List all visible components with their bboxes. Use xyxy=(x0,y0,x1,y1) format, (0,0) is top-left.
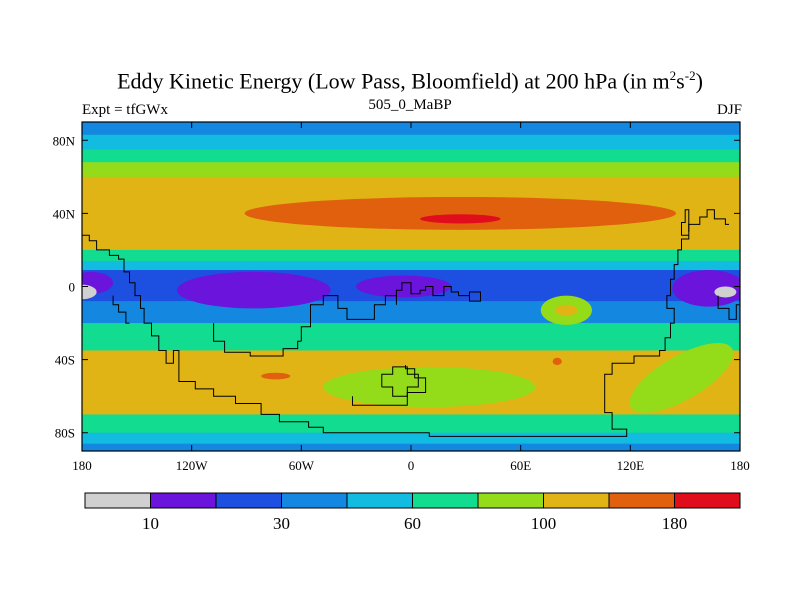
coastline-7 xyxy=(112,295,130,324)
x-tick-label-3: 0 xyxy=(408,458,415,473)
coastline-3 xyxy=(381,366,419,397)
lat-band-5 xyxy=(82,249,740,262)
field-feature-4 xyxy=(672,270,740,307)
field-feature-12 xyxy=(552,357,562,366)
field-feature-3 xyxy=(356,275,452,298)
field-feature-11 xyxy=(261,372,291,380)
lat-band-2 xyxy=(82,149,740,163)
x-tick-label-2: 60W xyxy=(289,458,315,473)
field-feature-9 xyxy=(555,304,578,316)
y-tick-label-0: 80N xyxy=(53,133,76,148)
x-tick-label-5: 120E xyxy=(617,458,645,473)
coastline-5 xyxy=(352,365,427,406)
colorbar-box-7 xyxy=(543,492,610,509)
field-feature-2 xyxy=(177,271,331,309)
title-exponent-1: 2 xyxy=(669,68,677,83)
coastline-6 xyxy=(688,209,729,232)
colorbar-box-3 xyxy=(281,492,348,509)
continent-outlines xyxy=(82,209,740,437)
field-feature-1 xyxy=(420,214,501,224)
right-subtitle: DJF xyxy=(716,102,742,118)
x-tick-label-0: 180 xyxy=(72,458,92,473)
colorbar-box-0 xyxy=(84,492,151,509)
field-feature-13 xyxy=(323,366,536,408)
colorbar-label-2: 60 xyxy=(404,514,421,533)
lat-band-9 xyxy=(82,323,740,351)
colorbar-box-4 xyxy=(346,492,413,509)
y-tick-label-4: 80S xyxy=(55,426,75,441)
field-feature-6 xyxy=(82,284,97,300)
colorbar-label-4: 180 xyxy=(662,514,688,533)
coastline-8 xyxy=(717,295,740,320)
lat-band-12 xyxy=(82,432,740,445)
y-tick-label-2: 0 xyxy=(69,280,76,295)
colorbar: 10 30 60 100 180 xyxy=(84,492,741,533)
y-tick-label-3: 40S xyxy=(55,353,75,368)
colorbar-box-5 xyxy=(412,492,479,509)
center-subtitle: 505_0_MaBP xyxy=(368,97,452,113)
colorbar-box-8 xyxy=(608,492,675,509)
contour-field xyxy=(82,122,740,451)
lat-band-1 xyxy=(82,134,740,150)
title-units-s: s xyxy=(676,68,685,94)
colorbar-box-9 xyxy=(674,492,741,509)
lat-band-8 xyxy=(82,301,740,324)
y-tick-label-1: 40N xyxy=(53,206,76,221)
field-feature-10 xyxy=(476,306,507,318)
colorbar-box-2 xyxy=(215,492,282,509)
colorbar-box-6 xyxy=(477,492,544,509)
colorbar-box-1 xyxy=(150,492,217,509)
field-feature-0 xyxy=(244,196,677,230)
lat-band-3 xyxy=(82,162,740,178)
colorbar-label-0: 10 xyxy=(142,514,159,533)
title-exponent-2: -2 xyxy=(684,68,696,83)
title-close-paren: ) xyxy=(695,68,703,94)
x-tick-label-1: 120W xyxy=(176,458,209,473)
coastline-0 xyxy=(82,209,690,437)
axes: 180 120W 60W 0 60E 120E 180 80N 40N 0 40S 80S xyxy=(53,122,750,473)
x-tick-label-6: 180 xyxy=(730,458,750,473)
lat-band-6 xyxy=(82,260,740,271)
field-feature-7 xyxy=(714,286,737,298)
colorbar-label-1: 30 xyxy=(273,514,290,533)
x-tick-label-4: 60E xyxy=(510,458,531,473)
coastline-2 xyxy=(213,323,302,357)
field-feature-14 xyxy=(629,343,734,413)
title-text: Eddy Kinetic Energy (Low Pass, Bloomfiel… xyxy=(117,68,670,94)
colorbar-label-3: 100 xyxy=(531,514,557,533)
lat-band-0 xyxy=(82,122,740,136)
lat-band-11 xyxy=(82,414,740,434)
coastline-1 xyxy=(300,282,481,342)
left-subtitle: Expt = tfGWx xyxy=(82,102,168,118)
chart-title: Eddy Kinetic Energy (Low Pass, Bloomfiel… xyxy=(0,68,800,94)
